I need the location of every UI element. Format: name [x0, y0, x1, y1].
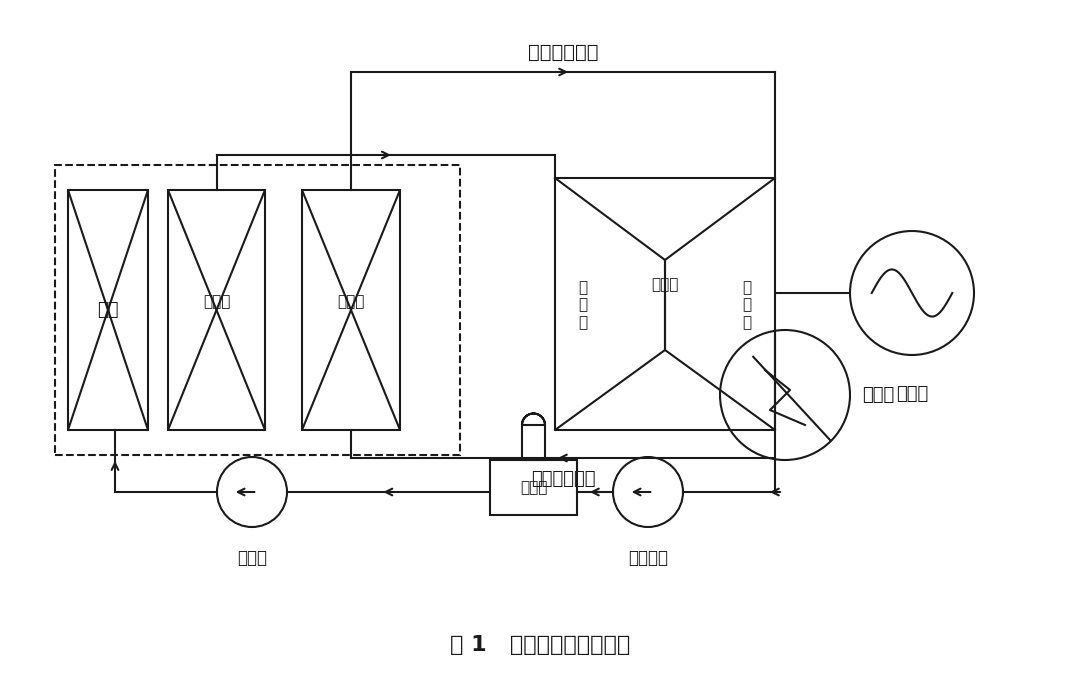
- Bar: [55, 165, 460, 455]
- Text: 凝结水泵: 凝结水泵: [627, 549, 669, 567]
- Text: 低
压
缸: 低 压 缸: [742, 280, 752, 330]
- Text: 汽轮机: 汽轮机: [651, 277, 678, 293]
- Text: 高温再热蒸汽: 高温再热蒸汽: [528, 43, 598, 62]
- Text: 过热器: 过热器: [203, 295, 230, 310]
- Text: 给水泵: 给水泵: [237, 549, 267, 567]
- Text: 发电机: 发电机: [896, 385, 928, 403]
- Text: 高
压
缸: 高 压 缸: [579, 280, 588, 330]
- Text: 再热器: 再热器: [337, 295, 365, 310]
- Text: 凝汽器: 凝汽器: [862, 386, 894, 404]
- Bar: [68, 190, 148, 430]
- Bar: [490, 460, 577, 515]
- Text: 锅炉: 锅炉: [97, 301, 119, 319]
- Bar: [168, 190, 265, 430]
- Text: 低温再热蒸汽: 低温再热蒸汽: [530, 470, 595, 488]
- Bar: [302, 190, 400, 430]
- Text: 除氧器: 除氧器: [519, 480, 548, 495]
- Bar: [522, 425, 545, 460]
- Text: 图 1   一次再热循环原理图: 图 1 一次再热循环原理图: [450, 635, 630, 655]
